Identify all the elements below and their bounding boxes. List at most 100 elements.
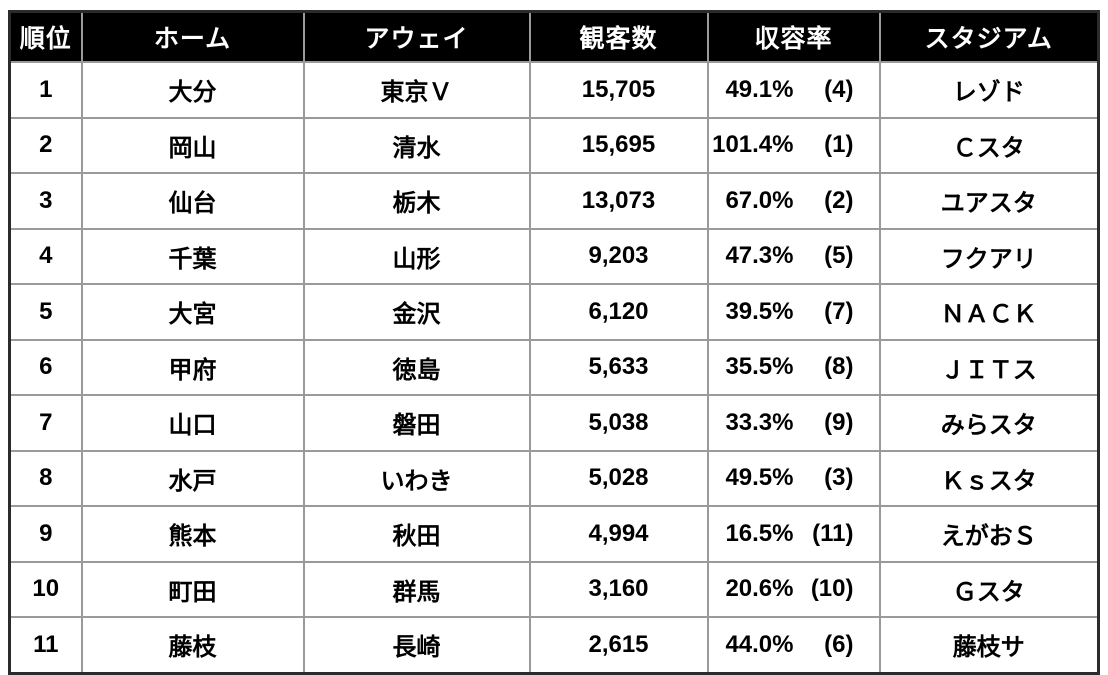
cell-attendance: 15,695 xyxy=(528,116,709,174)
occupancy-percent: 44.0% xyxy=(725,630,794,658)
cell-rank: 8 xyxy=(8,449,83,507)
cell-stadium: 藤枝サ xyxy=(878,616,1100,674)
cell-attendance: 6,120 xyxy=(528,283,709,341)
cell-away: 山形 xyxy=(302,227,531,285)
cell-away: 群馬 xyxy=(302,560,531,618)
table-body: 1 大分 東京Ｖ 15,705 49.1% (4) レゾド 2 岡山 清水 15… xyxy=(8,61,1100,674)
occupancy-percent: 39.5% xyxy=(725,297,794,325)
header-rank: 順位 xyxy=(8,10,83,63)
occupancy-percent: 16.5% xyxy=(725,519,794,547)
occupancy-rank: (8) xyxy=(824,353,854,381)
cell-rank: 4 xyxy=(8,227,83,285)
cell-away: 秋田 xyxy=(302,505,531,563)
occupancy-rank: (1) xyxy=(824,131,854,159)
table-row: 1 大分 東京Ｖ 15,705 49.1% (4) レゾド xyxy=(8,61,1100,119)
cell-stadium: みらスタ xyxy=(878,394,1100,452)
cell-home: 千葉 xyxy=(80,227,305,285)
cell-rank: 1 xyxy=(8,61,83,119)
cell-stadium: レゾド xyxy=(878,61,1100,119)
cell-stadium: Ｇスタ xyxy=(878,560,1100,618)
occupancy-percent: 35.5% xyxy=(725,353,794,381)
occupancy-rank: (6) xyxy=(824,630,854,658)
table-row: 11 藤枝 長崎 2,615 44.0% (6) 藤枝サ xyxy=(8,616,1100,674)
cell-occupancy: 39.5% (7) xyxy=(706,283,881,341)
table-row: 7 山口 磐田 5,038 33.3% (9) みらスタ xyxy=(8,394,1100,452)
occupancy-value: 67.0% (2) xyxy=(710,187,878,215)
table-row: 10 町田 群馬 3,160 20.6% (10) Ｇスタ xyxy=(8,560,1100,618)
occupancy-value: 49.1% (4) xyxy=(710,76,878,104)
cell-occupancy: 16.5% (11) xyxy=(706,505,881,563)
cell-attendance: 5,038 xyxy=(528,394,709,452)
occupancy-rank: (3) xyxy=(824,464,854,492)
occupancy-value: 39.5% (7) xyxy=(710,298,878,326)
occupancy-percent: 33.3% xyxy=(725,408,794,436)
cell-stadium: フクアリ xyxy=(878,227,1100,285)
cell-occupancy: 33.3% (9) xyxy=(706,394,881,452)
cell-stadium: ＮＡＣＫ xyxy=(878,283,1100,341)
table-row: 3 仙台 栃木 13,073 67.0% (2) ユアスタ xyxy=(8,172,1100,230)
cell-stadium: ＪＩＴス xyxy=(878,338,1100,396)
cell-away: 清水 xyxy=(302,116,531,174)
cell-away: 磐田 xyxy=(302,394,531,452)
attendance-ranking-table: 順位 ホーム アウェイ 観客数 収容率 スタジアム 1 大分 東京Ｖ 15,70… xyxy=(8,10,1100,675)
cell-home: 仙台 xyxy=(80,172,305,230)
cell-away: 栃木 xyxy=(302,172,531,230)
occupancy-rank: (11) xyxy=(812,519,854,547)
occupancy-percent: 20.6% xyxy=(725,575,794,603)
cell-home: 大分 xyxy=(80,61,305,119)
table-row: 5 大宮 金沢 6,120 39.5% (7) ＮＡＣＫ xyxy=(8,283,1100,341)
cell-attendance: 9,203 xyxy=(528,227,709,285)
cell-rank: 6 xyxy=(8,338,83,396)
cell-occupancy: 101.4% (1) xyxy=(706,116,881,174)
cell-attendance: 3,160 xyxy=(528,560,709,618)
cell-attendance: 13,073 xyxy=(528,172,709,230)
cell-away: 徳島 xyxy=(302,338,531,396)
cell-home: 町田 xyxy=(80,560,305,618)
header-home: ホーム xyxy=(80,10,305,63)
cell-occupancy: 49.1% (4) xyxy=(706,61,881,119)
cell-attendance: 4,994 xyxy=(528,505,709,563)
cell-rank: 10 xyxy=(8,560,83,618)
table-row: 6 甲府 徳島 5,633 35.5% (8) ＪＩＴス xyxy=(8,338,1100,396)
cell-stadium: Ｃスタ xyxy=(878,116,1100,174)
cell-away: 長崎 xyxy=(302,616,531,674)
occupancy-percent: 47.3% xyxy=(725,242,794,270)
cell-rank: 9 xyxy=(8,505,83,563)
cell-home: 山口 xyxy=(80,394,305,452)
cell-away: いわき xyxy=(302,449,531,507)
occupancy-rank: (7) xyxy=(824,297,854,325)
cell-occupancy: 44.0% (6) xyxy=(706,616,881,674)
occupancy-rank: (2) xyxy=(824,186,854,214)
header-away: アウェイ xyxy=(302,10,531,63)
occupancy-value: 20.6% (10) xyxy=(710,575,878,603)
cell-stadium: Ｋｓスタ xyxy=(878,449,1100,507)
table-row: 4 千葉 山形 9,203 47.3% (5) フクアリ xyxy=(8,227,1100,285)
occupancy-percent: 67.0% xyxy=(725,186,794,214)
cell-home: 大宮 xyxy=(80,283,305,341)
cell-rank: 11 xyxy=(8,616,83,674)
cell-home: 熊本 xyxy=(80,505,305,563)
occupancy-value: 16.5% (11) xyxy=(710,520,878,548)
cell-rank: 7 xyxy=(8,394,83,452)
header-attendance: 観客数 xyxy=(528,10,709,63)
table-row: 8 水戸 いわき 5,028 49.5% (3) Ｋｓスタ xyxy=(8,449,1100,507)
cell-occupancy: 67.0% (2) xyxy=(706,172,881,230)
cell-occupancy: 49.5% (3) xyxy=(706,449,881,507)
cell-home: 甲府 xyxy=(80,338,305,396)
cell-stadium: えがおＳ xyxy=(878,505,1100,563)
cell-occupancy: 35.5% (8) xyxy=(706,338,881,396)
cell-occupancy: 20.6% (10) xyxy=(706,560,881,618)
header-occupancy: 収容率 xyxy=(706,10,881,63)
occupancy-rank: (9) xyxy=(824,408,854,436)
cell-home: 岡山 xyxy=(80,116,305,174)
cell-attendance: 2,615 xyxy=(528,616,709,674)
cell-attendance: 5,633 xyxy=(528,338,709,396)
table-header: 順位 ホーム アウェイ 観客数 収容率 スタジアム xyxy=(8,10,1100,63)
header-row: 順位 ホーム アウェイ 観客数 収容率 スタジアム xyxy=(8,10,1100,63)
occupancy-percent: 49.1% xyxy=(725,75,794,103)
occupancy-value: 44.0% (6) xyxy=(710,631,878,659)
occupancy-percent: 101.4% xyxy=(712,131,794,159)
cell-home: 藤枝 xyxy=(80,616,305,674)
attendance-ranking-table-wrap: 順位 ホーム アウェイ 観客数 収容率 スタジアム 1 大分 東京Ｖ 15,70… xyxy=(8,10,1100,675)
cell-away: 東京Ｖ xyxy=(302,61,531,119)
